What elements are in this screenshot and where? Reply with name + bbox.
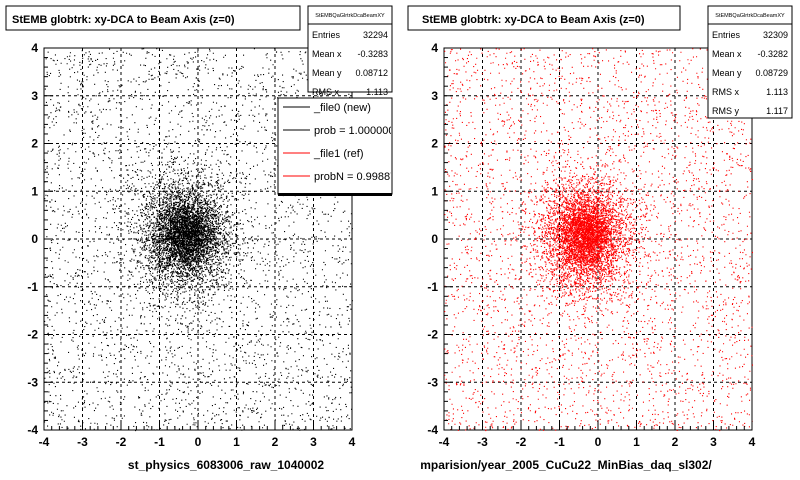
right-scatter-points <box>444 48 753 432</box>
left-y-tick-labels: -4 -3 -2 -1 0 1 2 3 4 <box>27 41 38 437</box>
left-stats-label: Entries <box>312 30 341 40</box>
left-legend: _file0 (new) prob = 1.000000 _file1 (ref) p… <box>277 97 402 196</box>
left-axis-ticks <box>43 47 353 431</box>
left-scatter-points <box>44 48 353 432</box>
left-chart-title: StEMB globtrk: xy-DCA to Beam Axis (z=0) <box>12 14 235 26</box>
left-x-tick-label: 3 <box>310 435 317 449</box>
right-y-tick-label: -4 <box>427 423 438 437</box>
left-stats-value: 32294 <box>363 30 388 40</box>
right-stats-value: 32309 <box>763 30 788 40</box>
right-stats-value: 1.113 <box>766 87 788 97</box>
right-x-tick-label: -4 <box>439 435 450 449</box>
left-y-tick-label: 3 <box>31 89 38 103</box>
right-y-tick-label: -1 <box>427 280 438 294</box>
left-x-tick-label: -4 <box>39 435 50 449</box>
right-y-tick-label: 0 <box>431 232 438 246</box>
left-stats-label: Mean x <box>312 49 342 59</box>
left-y-tick-label: -1 <box>27 280 38 294</box>
right-x-tick-labels: -4 -3 -2 -1 0 1 2 3 4 <box>439 435 756 449</box>
left-x-tick-label: 2 <box>272 435 279 449</box>
left-x-tick-labels: -4 -3 -2 -1 0 1 2 3 4 <box>39 435 356 449</box>
right-stats-value: 1.117 <box>766 106 788 116</box>
left-y-tick-label: -2 <box>27 328 38 342</box>
legend-entry-label: prob = 1.000000 <box>314 125 394 137</box>
right-x-tick-label: 1 <box>633 435 640 449</box>
right-y-tick-label: 3 <box>431 89 438 103</box>
left-x-tick-label: -3 <box>77 435 88 449</box>
right-title-box: StEMB globtrk: xy-DCA to Beam Axis (z=0) <box>407 5 681 31</box>
left-y-tick-label: 2 <box>31 137 38 151</box>
left-stats-name: StEMBQaGlrtrkDcaBeamXY <box>315 13 385 19</box>
right-stats-label: Mean x <box>712 49 742 59</box>
right-y-tick-labels: -4 -3 -2 -1 0 1 2 3 4 <box>427 41 438 437</box>
legend-entry-label: _file0 (new) <box>313 102 371 114</box>
left-scatter-marks <box>44 48 353 432</box>
right-y-tick-label: -3 <box>427 375 438 389</box>
left-y-tick-label: 0 <box>31 232 38 246</box>
right-x-tick-label: 0 <box>595 435 602 449</box>
left-stats-value: 0.08712 <box>355 68 388 78</box>
right-x-tick-label: 4 <box>749 435 756 449</box>
left-y-tick-label: 1 <box>31 184 38 198</box>
left-y-tick-label: 4 <box>31 41 38 55</box>
left-histogram-panel: StEMB globtrk: xy-DCA to Beam Axis (z=0)… <box>5 5 402 472</box>
right-y-tick-label: -2 <box>427 328 438 342</box>
left-x-tick-label: 1 <box>233 435 240 449</box>
right-axis-ticks <box>443 47 753 431</box>
left-x-tick-label: -2 <box>116 435 127 449</box>
right-x-tick-label: 2 <box>672 435 679 449</box>
right-x-tick-label: -1 <box>554 435 565 449</box>
right-x-tick-label: -2 <box>516 435 527 449</box>
right-stats-box: StEMBQaGlrtrkDcaBeamXY Entries 32309 Mean … <box>707 5 793 119</box>
right-scatter-marks <box>444 48 753 432</box>
right-stats-value: -0.3282 <box>757 49 788 59</box>
left-y-tick-label: -4 <box>27 423 38 437</box>
left-x-tick-label: 4 <box>349 435 356 449</box>
legend-entry-label: probN = 0.998877 <box>314 171 402 183</box>
left-stats-value: 1.113 <box>366 87 388 97</box>
right-histogram-panel: StEMB globtrk: xy-DCA to Beam Axis (z=0)… <box>407 5 793 472</box>
left-stats-value: -0.3283 <box>357 49 388 59</box>
right-x-tick-label: -3 <box>477 435 488 449</box>
right-x-tick-label: 3 <box>710 435 717 449</box>
left-x-tick-label: -1 <box>154 435 165 449</box>
right-y-tick-label: 4 <box>431 41 438 55</box>
left-stats-box: StEMBQaGlrtrkDcaBeamXY Entries 32294 Mean … <box>307 5 393 97</box>
right-y-tick-label: 2 <box>431 137 438 151</box>
right-stats-label: Entries <box>712 30 741 40</box>
right-chart-title: StEMB globtrk: xy-DCA to Beam Axis (z=0) <box>422 14 645 26</box>
right-stats-label: Mean y <box>712 68 742 78</box>
right-stats-value: 0.08729 <box>755 68 788 78</box>
left-grid <box>44 48 352 430</box>
right-y-tick-label: 1 <box>431 184 438 198</box>
right-grid <box>444 48 752 430</box>
right-stats-name: StEMBQaGlrtrkDcaBeamXY <box>715 13 785 19</box>
left-stats-label: RMS x <box>312 87 340 97</box>
left-stats-label: Mean y <box>312 68 342 78</box>
right-x-axis-label: mparision/year_2005_CuCu22_MinBias_daq_s… <box>420 458 712 472</box>
left-x-axis-label: st_physics_6083006_raw_1040002 <box>128 458 324 472</box>
left-title-box: StEMB globtrk: xy-DCA to Beam Axis (z=0) <box>5 5 301 31</box>
right-stats-label: RMS y <box>712 106 740 116</box>
legend-entry-label: _file1 (ref) <box>313 148 364 160</box>
left-x-tick-label: 0 <box>195 435 202 449</box>
right-stats-label: RMS x <box>712 87 740 97</box>
left-y-tick-label: -3 <box>27 375 38 389</box>
